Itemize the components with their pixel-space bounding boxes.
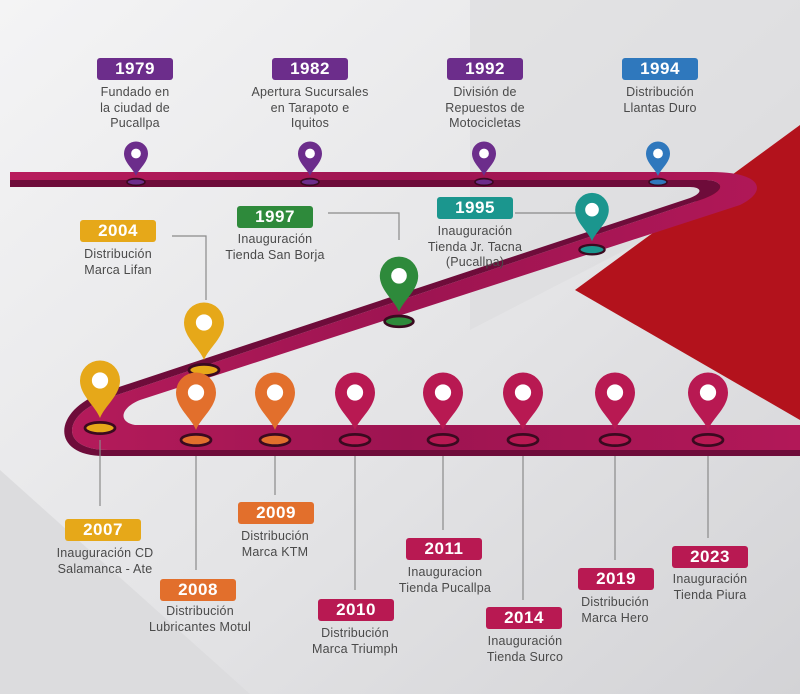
year-badge-2009: 2009 [238, 502, 314, 524]
map-pin-icon-2008 [176, 372, 216, 447]
map-pin-icon-2023 [688, 372, 728, 447]
year-badge-2007: 2007 [65, 519, 141, 541]
milestone-description-1994: Distribución Llantas Duro [623, 85, 697, 115]
milestone-description-2008: Distribución Lubricantes Motul [148, 604, 252, 634]
milestone-description-1995: Inauguración Tienda Jr. Tacna (Pucallpa) [427, 224, 523, 269]
map-pin-icon-1995 [575, 192, 609, 256]
milestone-description-1982: Apertura Sucursales en Tarapoto e Iquito… [251, 85, 369, 130]
year-badge-2023: 2023 [672, 546, 748, 568]
milestone-description-1992: División de Repuestos de Motocicletas [445, 85, 525, 130]
connector-lines [99, 212, 709, 600]
year-badge-1992: 1992 [447, 58, 523, 80]
year-badge-1982: 1982 [272, 58, 348, 80]
connector-line-2004 [172, 235, 207, 300]
map-pin-icon-1997 [379, 256, 419, 329]
milestone-description-2019: Distribución Marca Hero [581, 595, 649, 625]
map-pin-icon-1992 [472, 141, 496, 187]
milestone-description-2004: Distribución Marca Lifan [84, 247, 152, 277]
year-badge-2010: 2010 [318, 599, 394, 621]
map-pin-icon-1979 [124, 141, 148, 187]
year-badge-1979: 1979 [97, 58, 173, 80]
year-badge-2014: 2014 [486, 607, 562, 629]
connector-line-1997 [328, 212, 400, 240]
map-pin-icon-2010 [335, 372, 375, 447]
year-badge-1997: 1997 [237, 206, 313, 228]
milestone-description-2009: Distribución Marca KTM [241, 529, 309, 559]
map-pin-icon-1982 [298, 141, 322, 187]
milestone-description-2011: Inauguracion Tienda Pucallpa [398, 565, 492, 595]
milestone-description-2014: Inauguración Tienda Surco [486, 634, 564, 664]
milestone-description-2023: Inauguración Tienda Piura [672, 572, 748, 602]
map-pin-icon-2014 [503, 372, 543, 447]
year-badge-2004: 2004 [80, 220, 156, 242]
milestone-description-2007: Inauguración CD Salamanca - Ate [56, 546, 154, 576]
map-pin-icon-2007 [80, 360, 120, 435]
milestone-description-1997: Inauguración Tienda San Borja [225, 232, 325, 262]
year-badge-1994: 1994 [622, 58, 698, 80]
map-pin-icon-2011 [423, 372, 463, 447]
pins-layer [80, 141, 728, 447]
map-pin-icon-2009 [255, 372, 295, 447]
year-badge-1995: 1995 [437, 197, 513, 219]
year-badge-2011: 2011 [406, 538, 482, 560]
milestone-description-1979: Fundado en la ciudad de Pucallpa [100, 85, 170, 130]
map-pin-icon-2019 [595, 372, 635, 447]
milestone-description-2010: Distribución Marca Triumph [312, 626, 398, 656]
map-pin-icon-1994 [646, 141, 670, 187]
year-badge-2008: 2008 [160, 579, 236, 601]
year-badge-2019: 2019 [578, 568, 654, 590]
road-surface [10, 172, 800, 450]
